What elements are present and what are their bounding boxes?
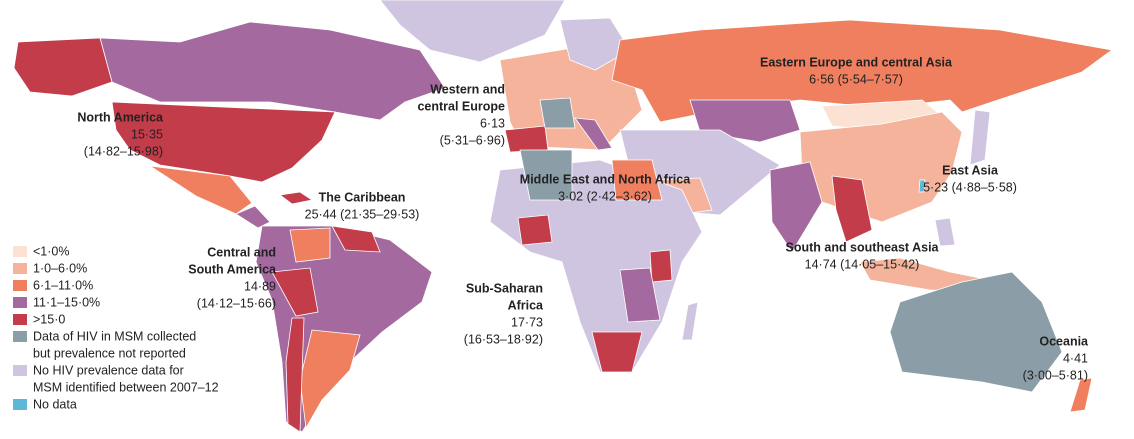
china [799,111,963,223]
central-africa [619,267,661,323]
region-name: South and southeast Asia [785,240,939,254]
region-prevalence: (14·12–15·66) [197,296,276,310]
mexico [149,165,253,215]
region-prevalence: (14·82–15·98) [84,144,163,158]
region-name: Sub-Saharan [466,281,543,295]
region-labels: North America 15·35 (14·82–15·98) Western a… [77,55,1089,382]
region-name: central Europe [417,99,505,113]
caribbean [278,191,314,205]
legend-label: >15·0 [33,312,65,326]
region-name: South America [188,262,277,276]
region-prevalence: (16·53–18·92) [464,332,543,346]
legend-swatch [13,297,27,308]
west-africa [517,214,553,246]
india [769,161,823,253]
legend-label: <1·0% [33,244,69,258]
algeria [519,149,573,201]
legend-label: No data [33,397,77,411]
region-name: East Asia [942,163,999,177]
world-map [13,0,1113,433]
region-name: North America [77,110,164,124]
region-prevalence: 4·41 [1063,351,1088,365]
philippines [934,217,956,247]
spain [504,125,549,153]
italy [574,117,613,151]
greenland [379,0,566,63]
peru [271,267,319,317]
region-prevalence: 6·56 (5·54–7·57) [809,72,903,86]
legend-label: Data of HIV in MSM collected [33,329,196,343]
scandinavia [559,17,631,71]
france [539,97,576,129]
madagascar [681,301,699,341]
alaska [13,37,113,97]
legend-label: MSM identified between 2007–12 [33,380,219,394]
region-name: The Caribbean [319,190,406,204]
region-prevalence: 3·02 (2·42–3·62) [558,189,652,203]
legend-label: 1·0–6·0% [33,261,87,275]
legend: <1·0% 1·0–6·0% 6·1–11·0% 11·1–15·0% >15·0 Dat… [13,244,219,411]
new-zealand [1069,377,1093,413]
region-prevalence: 17·73 [511,315,543,329]
legend-swatch [13,331,27,342]
japan [969,109,991,166]
argentina [299,329,361,430]
kenya [649,249,673,283]
legend-swatch [13,263,27,274]
region-name: Eastern Europe and central Asia [760,55,953,69]
region-prevalence: 25·44 (21·35–29·53) [305,207,420,221]
region-prevalence: 14·89 [244,279,276,293]
australia [889,271,1063,393]
region-prevalence: 15·35 [131,127,163,141]
venezuela [331,225,381,253]
region-name: Western and [430,82,505,96]
region-name: Oceania [1039,334,1089,348]
central-america [235,205,271,229]
region-name: Middle East and North Africa [520,172,691,186]
south-america [255,225,433,433]
region-prevalence: (3·00–5·81) [1023,368,1088,382]
legend-label: 6·1–11·0% [33,278,93,292]
canada [99,21,446,121]
legend-swatch [13,399,27,410]
region-prevalence: 6·13 [480,116,505,130]
region-name: Africa [508,298,544,312]
chile [285,317,305,433]
legend-label: No HIV prevalence data for [33,363,184,377]
se-asia [831,175,873,243]
region-prevalence: 14·74 (14·05–15·42) [805,257,920,271]
egypt [611,159,663,201]
russia [611,19,1113,123]
southern-africa [591,331,643,373]
legend-swatch [13,246,27,257]
colombia [289,227,331,263]
legend-label: 11·1–15·0% [33,295,100,309]
region-prevalence: 5·23 (4·88–5·58) [923,180,1017,194]
legend-label: but prevalence not reported [33,346,186,360]
region-name: Central and [207,245,276,259]
legend-swatch [13,365,27,376]
legend-swatch [13,314,27,325]
legend-swatch [13,280,27,291]
taiwan [918,179,926,193]
region-prevalence: (5·31–6·96) [440,133,505,147]
